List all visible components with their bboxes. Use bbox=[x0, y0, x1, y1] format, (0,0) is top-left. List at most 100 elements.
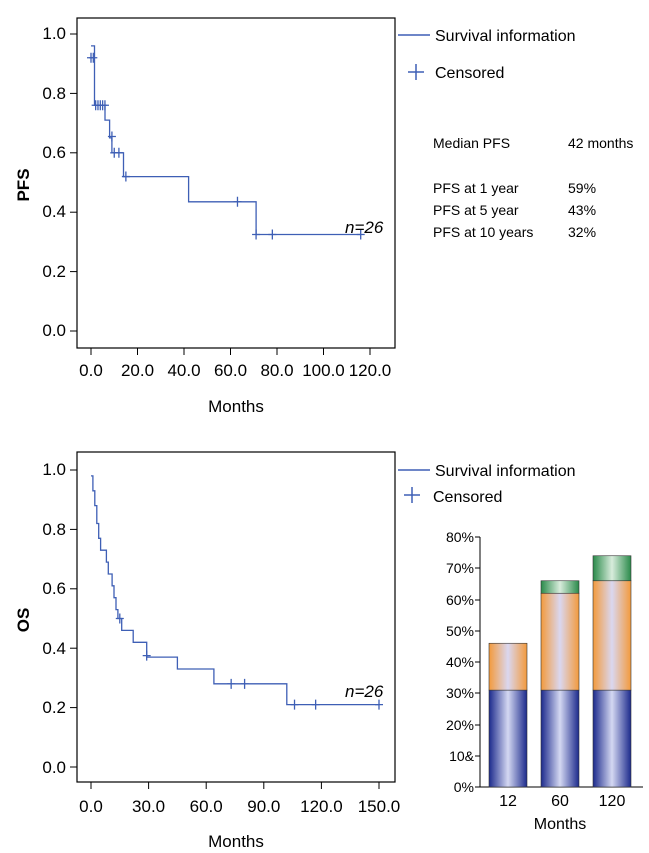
os-x-tick-label: 30.0 bbox=[132, 797, 165, 816]
pfs-x-tick-label: 40.0 bbox=[167, 361, 200, 380]
pfs-n-annotation: n=26 bbox=[345, 218, 384, 237]
bar-y-tick-label: 70% bbox=[446, 560, 474, 576]
bar-x-ticks: 12 60 120 bbox=[499, 793, 625, 810]
pfs-x-tick-label: 120.0 bbox=[349, 361, 392, 380]
os-y-tick-label: 0.0 bbox=[42, 758, 66, 777]
bar-x-tick-label: 12 bbox=[499, 793, 517, 810]
os-y-ticks: 0.0 0.2 0.4 0.6 0.8 1.0 bbox=[42, 460, 77, 777]
os-y-tick-label: 0.4 bbox=[42, 639, 66, 658]
bar-y-tick-label: 60% bbox=[446, 592, 474, 608]
pfs-y-tick-label: 0.4 bbox=[42, 202, 66, 221]
bar-segment-12-0 bbox=[488, 689, 528, 788]
pfs-censored-mark bbox=[356, 229, 365, 240]
pfs-censored-mark bbox=[89, 52, 98, 63]
os-x-axis-label: Months bbox=[208, 832, 264, 851]
pfs-chart: 0.0 0.2 0.4 0.6 0.8 1.0 0.0 20.0 40.0 60… bbox=[14, 17, 633, 416]
stat-value-pfs-5y: 43% bbox=[568, 202, 596, 218]
pfs-x-tick-label: 80.0 bbox=[260, 361, 293, 380]
os-plot-frame bbox=[76, 451, 396, 783]
pfs-survival-curve bbox=[91, 45, 361, 236]
os-x-tick-label: 0.0 bbox=[79, 797, 103, 816]
os-censored-markers bbox=[115, 613, 383, 710]
pfs-x-ticks: 0.0 20.0 40.0 60.0 80.0 100.0 120.0 bbox=[79, 348, 391, 380]
pfs-censored-mark bbox=[107, 131, 116, 142]
bar-y-tick-label: 0% bbox=[454, 779, 474, 795]
os-survival-curve bbox=[91, 475, 379, 706]
pfs-legend-line-label: Survival information bbox=[435, 28, 576, 45]
pfs-censored-markers bbox=[87, 52, 365, 240]
os-x-ticks: 0.0 30.0 60.0 90.0 120.0 150.0 bbox=[79, 782, 400, 816]
pfs-y-tick-label: 0.6 bbox=[42, 143, 66, 162]
bar-x-axis-label: Months bbox=[534, 816, 586, 833]
pfs-plot-frame bbox=[76, 17, 396, 349]
pfs-x-axis-label: Months bbox=[208, 397, 264, 416]
os-y-axis-label: OS bbox=[14, 608, 33, 633]
os-y-tick-label: 1.0 bbox=[42, 460, 66, 479]
bar-segment-12-1 bbox=[488, 642, 528, 691]
os-legend-censored-label: Censored bbox=[433, 489, 502, 506]
pfs-censored-mark bbox=[114, 147, 123, 158]
os-x-tick-label: 90.0 bbox=[247, 797, 280, 816]
bar-y-tick-label: 30% bbox=[446, 685, 474, 701]
os-y-tick-label: 0.6 bbox=[42, 579, 66, 598]
stat-label-pfs-10y: PFS at 10 years bbox=[433, 224, 533, 240]
stat-value-pfs-10y: 32% bbox=[568, 224, 596, 240]
os-censored-mark bbox=[311, 699, 320, 710]
os-y-tick-label: 0.8 bbox=[42, 520, 66, 539]
os-chart: 0.0 0.2 0.4 0.6 0.8 1.0 0.0 30.0 60.0 90… bbox=[14, 451, 576, 851]
pfs-y-ticks: 0.0 0.2 0.4 0.6 0.8 1.0 bbox=[42, 24, 77, 340]
pfs-censored-mark bbox=[100, 100, 109, 111]
bar-segment-60-2 bbox=[540, 580, 580, 594]
stacked-bar-chart: 0% 10& 20% 30% 40% 50% 60% 70% 80% 12 60… bbox=[446, 529, 643, 833]
pfs-y-tick-label: 0.2 bbox=[42, 262, 66, 281]
pfs-censored-mark bbox=[252, 229, 261, 240]
pfs-x-tick-label: 60.0 bbox=[214, 361, 247, 380]
pfs-y-tick-label: 1.0 bbox=[42, 24, 66, 43]
pfs-y-tick-label: 0.8 bbox=[42, 84, 66, 103]
pfs-legend-censored-marker bbox=[408, 64, 424, 80]
os-legend-line-label: Survival information bbox=[435, 463, 576, 480]
bar-x-tick-label: 120 bbox=[599, 793, 626, 810]
stat-label-median-pfs: Median PFS bbox=[433, 135, 510, 151]
pfs-legend-censored-label: Censored bbox=[435, 65, 504, 82]
os-censored-mark bbox=[115, 613, 124, 624]
pfs-x-tick-label: 20.0 bbox=[121, 361, 154, 380]
bar-y-ticks: 0% 10& 20% 30% 40% 50% 60% 70% 80% bbox=[446, 529, 643, 795]
os-censored-mark bbox=[375, 699, 383, 710]
os-legend-censored-marker bbox=[404, 487, 420, 503]
stat-label-pfs-5y: PFS at 5 year bbox=[433, 202, 519, 218]
bar-segment-120-2 bbox=[592, 555, 632, 582]
stat-value-pfs-1y: 59% bbox=[568, 180, 596, 196]
pfs-stats: Median PFS 42 months PFS at 1 year 59% P… bbox=[433, 135, 633, 240]
bar-y-tick-label: 50% bbox=[446, 623, 474, 639]
os-n-annotation: n=26 bbox=[345, 682, 384, 701]
bar-y-tick-label: 80% bbox=[446, 529, 474, 545]
pfs-censored-mark bbox=[121, 171, 130, 182]
bar-segment-60-1 bbox=[540, 592, 580, 691]
bar-y-tick-label: 40% bbox=[446, 654, 474, 670]
stat-value-median-pfs: 42 months bbox=[568, 135, 633, 151]
bar-x-tick-label: 60 bbox=[551, 793, 569, 810]
pfs-censored-mark bbox=[268, 229, 277, 240]
bar-segment-60-0 bbox=[540, 689, 580, 788]
pfs-censored-mark bbox=[233, 196, 242, 207]
stat-label-pfs-1y: PFS at 1 year bbox=[433, 180, 519, 196]
pfs-y-tick-label: 0.0 bbox=[42, 321, 66, 340]
bar-y-tick-label: 10& bbox=[449, 748, 475, 764]
os-x-tick-label: 120.0 bbox=[300, 797, 343, 816]
os-legend: Survival information Censored bbox=[398, 463, 576, 506]
os-censored-mark bbox=[227, 678, 236, 689]
bar-segments bbox=[488, 555, 632, 788]
os-y-tick-label: 0.2 bbox=[42, 698, 66, 717]
os-censored-mark bbox=[290, 699, 299, 710]
os-x-tick-label: 60.0 bbox=[190, 797, 223, 816]
pfs-x-tick-label: 100.0 bbox=[302, 361, 345, 380]
pfs-y-axis-label: PFS bbox=[14, 168, 33, 201]
os-x-tick-label: 150.0 bbox=[358, 797, 401, 816]
os-censored-mark bbox=[142, 650, 151, 661]
os-censored-mark bbox=[240, 678, 249, 689]
bar-segment-120-1 bbox=[592, 580, 632, 691]
pfs-x-tick-label: 0.0 bbox=[79, 361, 103, 380]
pfs-legend: Survival information Censored bbox=[398, 28, 576, 82]
